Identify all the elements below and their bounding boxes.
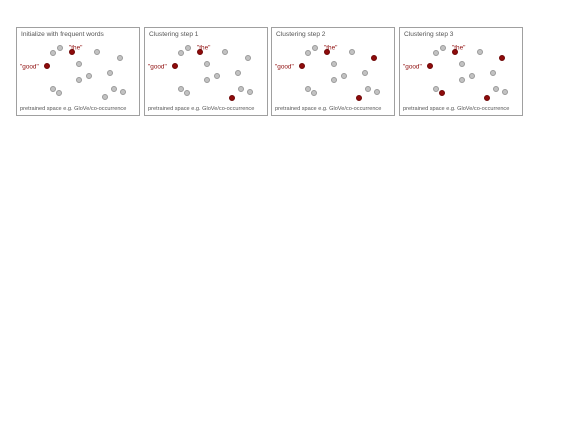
word-point [440, 45, 446, 51]
word-point [111, 86, 117, 92]
word-point [50, 50, 56, 56]
word-point [459, 61, 465, 67]
panel-3-title: Clustering step 2 [276, 31, 326, 38]
panel-2-title: Clustering step 1 [149, 31, 199, 38]
word-point [305, 86, 311, 92]
dot-good [172, 63, 178, 69]
word-point [490, 70, 496, 76]
word-the-label: "the" [69, 44, 83, 52]
word-point [214, 73, 220, 79]
word-good-label: "good" [20, 63, 39, 71]
word-point [469, 73, 475, 79]
word-point [76, 77, 82, 83]
dot-cluster-center [499, 55, 505, 61]
word-point [365, 86, 371, 92]
panel-2-caption: pretrained space e.g. GloVe/co-occurrenc… [148, 106, 255, 112]
word-point [493, 86, 499, 92]
dot-the [197, 49, 203, 55]
panel-1-title: Initialize with frequent words [21, 31, 104, 38]
word-point [247, 89, 253, 95]
word-point [204, 61, 210, 67]
word-point [50, 86, 56, 92]
word-the-label: "the" [197, 44, 211, 52]
dot-cluster-center [356, 95, 362, 101]
panel-3: Clustering step 2 "the" "good" pretraine… [271, 27, 395, 116]
panel-4-title: Clustering step 3 [404, 31, 454, 38]
word-point [502, 89, 508, 95]
panel-2: Clustering step 1 "the" "good" pretraine… [144, 27, 268, 116]
word-point [433, 50, 439, 56]
word-point [477, 49, 483, 55]
word-point [341, 73, 347, 79]
word-point [102, 94, 108, 100]
word-point [245, 55, 251, 61]
word-point [76, 61, 82, 67]
dot-good [427, 63, 433, 69]
word-good-label: "good" [403, 63, 422, 71]
word-point [311, 90, 317, 96]
word-point [184, 90, 190, 96]
panel-1: Initialize with frequent words "the" "go… [16, 27, 140, 116]
dot-cluster-center [229, 95, 235, 101]
panel-4-caption: pretrained space e.g. GloVe/co-occurrenc… [403, 106, 510, 112]
word-point [57, 45, 63, 51]
word-point [204, 77, 210, 83]
word-point [86, 73, 92, 79]
word-point [120, 89, 126, 95]
word-point [362, 70, 368, 76]
dot-cluster-center [371, 55, 377, 61]
word-point [185, 45, 191, 51]
word-the-label: "the" [324, 44, 338, 52]
word-good-label: "good" [275, 63, 294, 71]
word-point [305, 50, 311, 56]
word-point [312, 45, 318, 51]
dot-good [299, 63, 305, 69]
dot-the [69, 49, 75, 55]
panel-1-caption: pretrained space e.g. GloVe/co-occurrenc… [20, 106, 127, 112]
word-point [331, 61, 337, 67]
word-point [235, 70, 241, 76]
dot-cluster-center [439, 90, 445, 96]
dot-cluster-center [484, 95, 490, 101]
word-point [222, 49, 228, 55]
word-point [459, 77, 465, 83]
word-point [433, 86, 439, 92]
word-point [56, 90, 62, 96]
word-the-label: "the" [452, 44, 466, 52]
dot-the [452, 49, 458, 55]
word-point [94, 49, 100, 55]
word-point [331, 77, 337, 83]
dot-good [44, 63, 50, 69]
word-point [238, 86, 244, 92]
dot-the [324, 49, 330, 55]
panel-3-caption: pretrained space e.g. GloVe/co-occurrenc… [275, 106, 382, 112]
word-point [117, 55, 123, 61]
word-point [107, 70, 113, 76]
panel-4: Clustering step 3 "the" "good" pretraine… [399, 27, 523, 116]
word-good-label: "good" [148, 63, 167, 71]
word-point [178, 50, 184, 56]
word-point [178, 86, 184, 92]
word-point [374, 89, 380, 95]
word-point [349, 49, 355, 55]
